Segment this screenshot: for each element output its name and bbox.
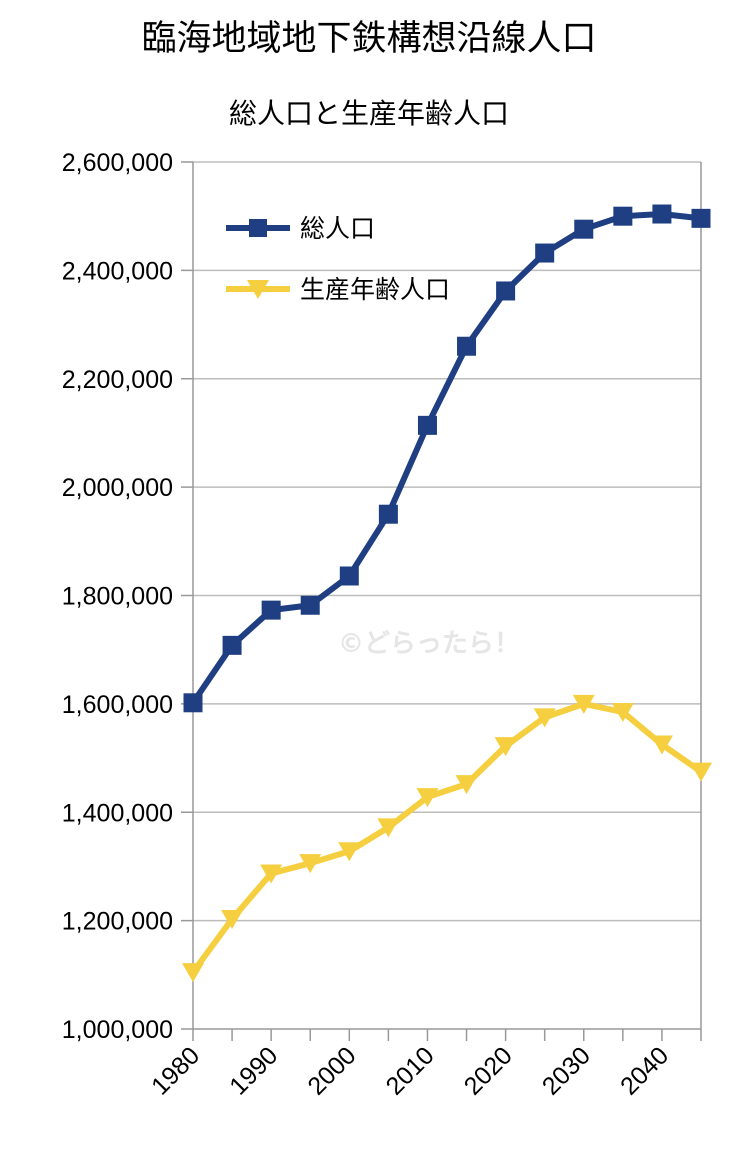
- data-point-working-age: [690, 762, 712, 782]
- data-point-total: [652, 204, 672, 224]
- data-point-working-age: [455, 775, 478, 795]
- x-axis-tick-labels: 1980 1990 2000 2010 2020 2030 2040: [146, 1041, 674, 1100]
- y-tick-label: 2,000,000: [62, 474, 173, 502]
- data-point-total: [613, 206, 633, 226]
- y-tick-label: 1,000,000: [62, 1016, 173, 1044]
- data-point-working-age: [182, 963, 204, 983]
- x-tick-label: 2040: [615, 1041, 674, 1100]
- y-tick-label: 2,600,000: [62, 149, 173, 177]
- data-point-working-age: [494, 737, 517, 757]
- data-point-total: [183, 693, 203, 713]
- data-point-total: [535, 243, 555, 263]
- data-point-total: [300, 595, 320, 615]
- y-tick-label: 1,400,000: [62, 799, 173, 827]
- data-point-working-age: [221, 909, 244, 929]
- x-tick-label: 2000: [302, 1041, 361, 1100]
- y-tick-label: 1,200,000: [62, 908, 173, 936]
- data-point-working-age: [533, 708, 556, 728]
- x-tick-label: 1990: [224, 1041, 283, 1100]
- data-point-working-age: [299, 854, 322, 874]
- legend-marker-triangle: [247, 280, 269, 299]
- data-point-total: [496, 281, 516, 301]
- data-point-working-age: [611, 703, 634, 723]
- y-tick-label: 2,400,000: [62, 257, 173, 285]
- data-point-working-age: [377, 818, 400, 838]
- y-tick-label: 1,600,000: [62, 691, 173, 719]
- legend-label-2: 生産年齢人口: [300, 275, 450, 304]
- data-point-total: [574, 219, 594, 239]
- series-line-2: [190, 700, 703, 974]
- axes: [181, 161, 702, 1041]
- y-tick-label: 2,200,000: [62, 366, 173, 394]
- x-tick-label: 2020: [459, 1041, 518, 1100]
- data-point-working-age: [260, 864, 283, 884]
- y-axis-tick-labels: 1,000,000 1,200,000 1,400,000 1,600,000 1,80…: [62, 149, 173, 1044]
- x-tick-label: 2010: [381, 1041, 440, 1100]
- data-point-total: [222, 635, 242, 655]
- data-point-total: [378, 504, 398, 524]
- grid-lines: [193, 161, 701, 922]
- legend-label-1: 総人口: [300, 214, 375, 243]
- data-point-working-age: [416, 788, 439, 808]
- data-point-working-age: [572, 694, 595, 714]
- data-point-total: [691, 208, 711, 228]
- watermark: ©どらったら！: [338, 629, 520, 659]
- data-point-total: [457, 336, 477, 356]
- data-point-total: [339, 566, 359, 586]
- data-point-total: [417, 415, 437, 435]
- x-tick-label: 1980: [146, 1041, 205, 1100]
- series: [182, 204, 712, 983]
- data-point-working-age: [338, 842, 361, 862]
- x-tick-label: 2030: [537, 1041, 596, 1100]
- y-tick-label: 1,800,000: [62, 583, 173, 611]
- legend-marker-square: [249, 219, 267, 237]
- data-point-working-age: [650, 735, 673, 755]
- data-point-total: [261, 600, 281, 620]
- page-title: 臨海地域地下鉄構想沿線人口: [141, 19, 597, 59]
- chart-title: 総人口と生産年齢人口: [228, 97, 509, 130]
